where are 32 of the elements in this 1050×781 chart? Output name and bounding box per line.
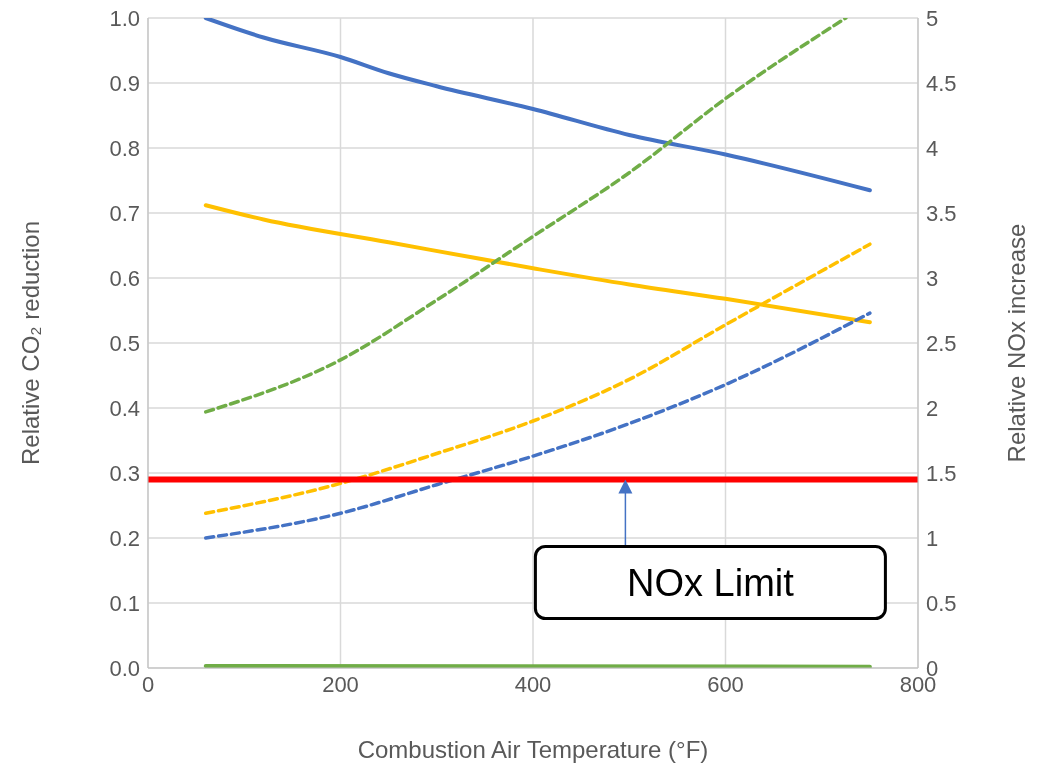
y2-tick-label: 4.5 [926, 70, 957, 96]
line-series [204, 311, 872, 540]
y-tick-label: 0.0 [109, 655, 140, 681]
y-tick-label: 1.0 [109, 5, 140, 31]
y2-tick-label: 3 [926, 265, 939, 291]
x-axis-title: Combustion Air Temperature (°F) [357, 736, 709, 763]
y2-tick-label: 2 [926, 395, 939, 421]
y2-tick-label: 0.5 [926, 590, 957, 616]
x-tick-label: 400 [514, 671, 552, 697]
line-series [203, 18, 872, 193]
x-tick-label: 200 [322, 671, 359, 697]
line-series [204, 18, 848, 414]
y-tick-label: 0.9 [109, 70, 140, 96]
y-tick-label: 0.7 [109, 200, 140, 226]
y-tick-label: 0.3 [109, 460, 140, 486]
x-tick-label: 600 [707, 671, 744, 697]
y-tick-label: 0.5 [109, 330, 140, 356]
y2-axis-title: Relative NOx increase [1002, 223, 1030, 463]
y-tick-label: 0.6 [109, 265, 140, 291]
y2-tick-label: 3.5 [926, 200, 957, 226]
ref-line-label: NOx Limit [627, 561, 795, 604]
y-axis-title: Relative CO₂ reduction [16, 220, 44, 466]
x-tick-label: 0 [141, 671, 155, 697]
y2-tick-label: 1.5 [926, 460, 957, 486]
y2-tick-label: 2.5 [926, 330, 957, 356]
y2-tick-label: 1 [926, 525, 939, 551]
y-tick-label: 0.4 [109, 395, 140, 421]
y-tick-label: 0.1 [109, 590, 140, 616]
y2-tick-label: 4 [926, 135, 939, 161]
y-tick-label: 0.2 [109, 525, 140, 551]
y-tick-label: 0.8 [109, 135, 140, 161]
y2-tick-label: 5 [926, 5, 939, 31]
